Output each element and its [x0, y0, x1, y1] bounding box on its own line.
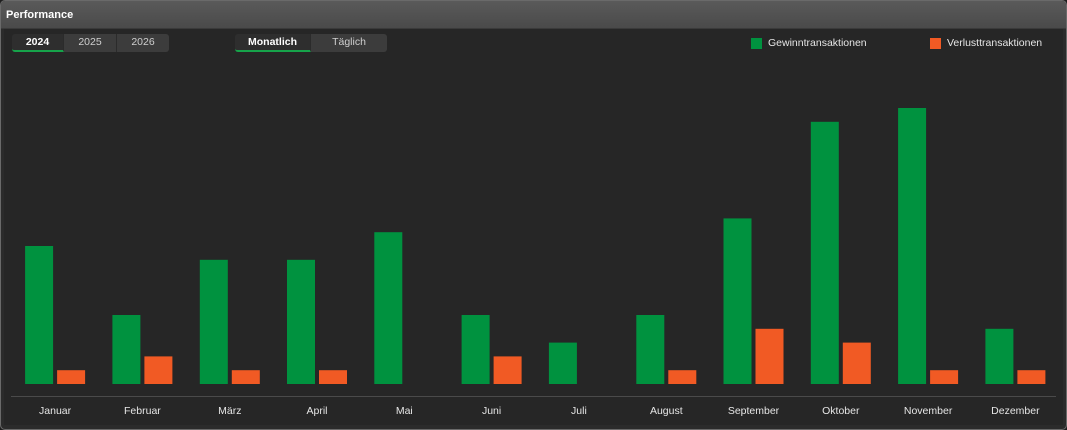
tab-year-2024[interactable]: 2024	[12, 34, 64, 52]
x-tick-label-11: Dezember	[991, 405, 1040, 417]
bar-win-7[interactable]	[636, 315, 665, 384]
bar-chart: Januar Februar März April Mai Juni Juli August S…	[11, 108, 1056, 417]
bar-loss-11[interactable]	[1017, 370, 1046, 384]
legend-label-win: Gewinntransaktionen	[768, 37, 867, 49]
bar-win-5[interactable]	[461, 315, 490, 384]
panel-titlebar: Performance	[1, 1, 1066, 29]
tab-year-2026[interactable]: 2026	[117, 34, 169, 52]
bar-win-0[interactable]	[25, 246, 54, 384]
year-tab-group: 2024 2025 2026	[12, 34, 169, 52]
bar-loss-5[interactable]	[493, 356, 522, 384]
bar-loss-0[interactable]	[57, 370, 86, 384]
bar-win-8[interactable]	[723, 218, 752, 384]
bar-win-2[interactable]	[199, 259, 228, 384]
legend-swatch-win	[751, 37, 762, 49]
x-tick-label-2: März	[218, 405, 241, 417]
x-tick-label-6: Juli	[571, 405, 587, 417]
panel-content: 2024 2025 2026 Monatlich Täglich Gewinnt…	[4, 29, 1063, 425]
bar-loss-3[interactable]	[319, 370, 347, 384]
x-tick-label-10: November	[904, 405, 953, 417]
x-tick-label-8: September	[728, 405, 780, 417]
tab-monthly[interactable]: Monatlich	[235, 34, 311, 52]
bar-win-11[interactable]	[985, 328, 1014, 384]
legend-swatch-loss	[930, 37, 941, 49]
bar-loss-9[interactable]	[842, 342, 871, 384]
bar-loss-2[interactable]	[231, 370, 260, 384]
bar-win-1[interactable]	[112, 315, 141, 384]
legend-item-loss[interactable]: Verlusttransaktionen	[930, 37, 1042, 49]
tab-year-2025[interactable]: 2025	[64, 34, 117, 52]
bar-win-6[interactable]	[548, 342, 577, 384]
panel-title: Performance	[6, 9, 74, 21]
bar-win-3[interactable]	[287, 259, 315, 384]
bar-loss-10[interactable]	[930, 370, 959, 384]
x-tick-label-4: Mai	[396, 405, 413, 417]
x-tick-label-3: April	[306, 405, 327, 417]
bar-loss-1[interactable]	[144, 356, 173, 384]
x-tick-label-9: Oktober	[822, 405, 860, 417]
x-tick-label-0: Januar	[39, 405, 72, 417]
bar-win-10[interactable]	[898, 108, 927, 384]
bar-loss-8[interactable]	[755, 328, 784, 384]
bar-loss-7[interactable]	[668, 370, 697, 384]
mode-tab-group: Monatlich Täglich	[235, 34, 387, 52]
tab-daily[interactable]: Täglich	[311, 34, 387, 52]
x-tick-label-1: Februar	[124, 405, 161, 417]
bar-win-4[interactable]	[374, 232, 403, 384]
legend-label-loss: Verlusttransaktionen	[947, 37, 1043, 49]
x-tick-label-5: Juni	[482, 405, 501, 417]
x-tick-label-7: August	[650, 405, 683, 417]
bar-win-9[interactable]	[810, 121, 839, 385]
legend-item-win[interactable]: Gewinntransaktionen	[751, 37, 867, 49]
